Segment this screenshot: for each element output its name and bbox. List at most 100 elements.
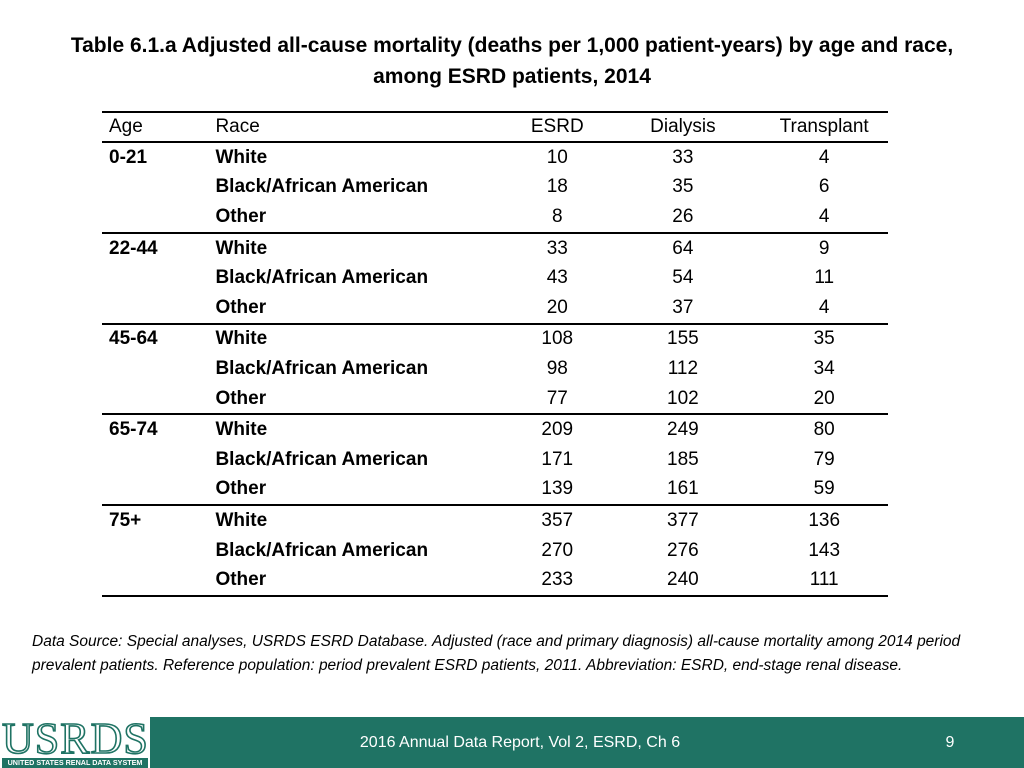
data-source-note: Data Source: Special analyses, USRDS ESR… <box>32 633 961 674</box>
age-cell: 45-64 <box>102 322 216 355</box>
age-cell: 65-74 <box>102 413 216 445</box>
dialysis-value: 26 <box>672 205 694 227</box>
esrd-value: 233 <box>541 569 574 591</box>
transplant-value: 136 <box>760 504 888 536</box>
usrds-logo: USRDS UNITED STATES RENAL DATA SYSTEM <box>0 714 150 768</box>
transplant-value: 143 <box>808 539 841 561</box>
age-cell <box>102 202 215 233</box>
dialysis-value: 112 <box>667 357 699 379</box>
header-esrd: ESRD <box>509 112 606 143</box>
age-cell <box>102 536 215 566</box>
logo-subtext: UNITED STATES RENAL DATA SYSTEM <box>2 758 148 768</box>
table-row: Other 233 240 111 <box>102 565 888 596</box>
esrd-value: 357 <box>509 504 606 536</box>
race-cell: Black/African American <box>215 176 429 198</box>
esrd-value: 209 <box>509 413 606 445</box>
dialysis-value: 377 <box>605 504 761 536</box>
transplant-value: 79 <box>813 448 835 470</box>
esrd-value: 270 <box>541 539 574 561</box>
title-line-1: Table 6.1.a Adjusted all-cause mortality… <box>70 34 954 57</box>
race-cell: Other <box>215 387 267 409</box>
table-row: Other 139 161 59 <box>102 475 888 506</box>
page-title: Table 6.1.a Adjusted all-cause mortality… <box>20 30 1004 92</box>
table-row: Black/African American 43 54 11 <box>102 263 888 293</box>
dialysis-value: 64 <box>605 231 761 264</box>
report-label: 2016 Annual Data Report, Vol 2, ESRD, Ch… <box>359 734 681 751</box>
age-cell <box>102 263 215 293</box>
race-cell: White <box>215 413 510 445</box>
table-row: 22-44 White 33 64 9 <box>102 231 888 264</box>
age-cell <box>102 384 215 415</box>
esrd-value: 43 <box>546 267 568 289</box>
esrd-value: 20 <box>546 296 568 318</box>
dialysis-value: 35 <box>672 176 694 198</box>
esrd-value: 98 <box>546 357 568 379</box>
age-cell <box>102 173 215 203</box>
table-body: 0-21 White 10 33 4 Black/African American 18 35… <box>102 142 888 596</box>
dialysis-value: 33 <box>672 146 694 168</box>
age-cell: 75+ <box>102 504 216 536</box>
dialysis-value: 185 <box>667 448 699 470</box>
table-row: Other 20 37 4 <box>102 293 888 324</box>
table-row: Black/African American 18 35 6 <box>102 173 888 203</box>
dialysis-value: 161 <box>667 478 699 500</box>
age-cell <box>102 475 215 506</box>
transplant-value: 34 <box>813 357 835 379</box>
transplant-value: 35 <box>760 322 888 355</box>
esrd-value: 10 <box>546 146 568 168</box>
esrd-value: 139 <box>541 478 574 500</box>
race-cell: Black/African American <box>215 539 429 561</box>
transplant-value: 111 <box>809 569 839 591</box>
table-row: 45-64 White 108 155 35 <box>102 322 888 355</box>
table-row: 0-21 White 10 33 4 <box>102 142 888 173</box>
race-cell: White <box>215 504 510 536</box>
transplant-value: 59 <box>813 478 835 500</box>
transplant-value: 11 <box>814 267 835 289</box>
race-cell: Other <box>215 569 267 591</box>
table-row: Other 8 26 4 <box>102 202 888 233</box>
transplant-value: 4 <box>818 205 830 227</box>
race-cell: Other <box>215 296 267 318</box>
race-cell: Black/African American <box>215 357 429 379</box>
esrd-value: 8 <box>551 205 563 227</box>
age-cell <box>102 445 215 475</box>
table-row: Black/African American 98 112 34 <box>102 354 888 384</box>
logo-wordmark: USRDS <box>1 714 149 763</box>
dialysis-value: 54 <box>672 267 694 289</box>
table-row: Black/African American 171 185 79 <box>102 445 888 475</box>
transplant-value: 20 <box>813 387 835 409</box>
race-cell: Black/African American <box>215 267 429 289</box>
dialysis-value: 249 <box>605 413 761 445</box>
race-cell: White <box>215 146 268 168</box>
age-cell: 22-44 <box>102 231 216 264</box>
header-transplant: Transplant <box>760 112 888 143</box>
header-dialysis: Dialysis <box>605 112 761 143</box>
age-cell <box>102 293 215 324</box>
table-row: 65-74 White 209 249 80 <box>102 413 888 445</box>
footer-bar: USRDS UNITED STATES RENAL DATA SYSTEM 20… <box>0 714 1024 768</box>
transplant-value: 80 <box>760 413 888 445</box>
header-race: Race <box>215 112 510 143</box>
esrd-value: 77 <box>546 387 568 409</box>
table-row: Black/African American 270 276 143 <box>102 536 888 566</box>
transplant-value: 4 <box>818 296 830 318</box>
table-row: Other 77 102 20 <box>102 384 888 415</box>
dialysis-value: 276 <box>667 539 699 561</box>
esrd-value: 108 <box>509 322 606 355</box>
race-cell: Black/African American <box>215 448 429 470</box>
transplant-value: 6 <box>818 176 830 198</box>
transplant-value: 4 <box>818 146 830 168</box>
header-age: Age <box>102 112 216 143</box>
race-cell: White <box>215 231 510 264</box>
age-cell <box>102 354 215 384</box>
esrd-value: 33 <box>509 231 606 264</box>
table-header-row: Age Race ESRD Dialysis Transplant <box>102 112 888 143</box>
race-cell: White <box>215 322 510 355</box>
dialysis-value: 102 <box>667 387 699 409</box>
transplant-value: 9 <box>760 231 888 264</box>
age-cell <box>102 565 215 596</box>
dialysis-value: 37 <box>672 296 694 318</box>
race-cell: Other <box>215 478 267 500</box>
mortality-table: Age Race ESRD Dialysis Transplant 0-21 Wh… <box>102 111 888 597</box>
race-cell: Other <box>215 205 267 227</box>
